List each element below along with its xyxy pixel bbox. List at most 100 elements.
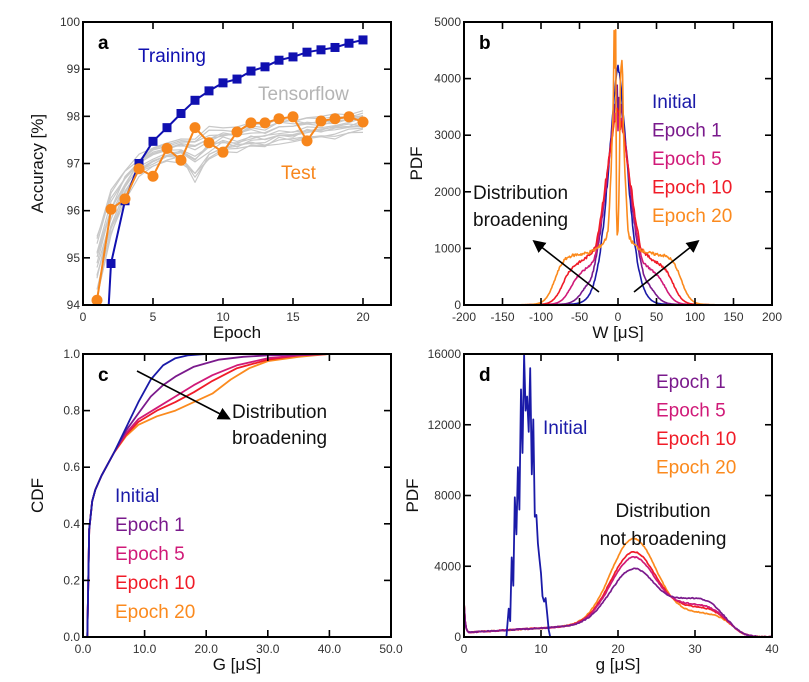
plot-area-b [464, 29, 772, 305]
legend-entry: Epoch 1 [656, 372, 726, 393]
x-tick-label: 30 [688, 642, 702, 656]
test-marker [329, 113, 341, 125]
training-marker [190, 95, 200, 105]
test-marker [259, 117, 271, 129]
training-marker [176, 109, 186, 119]
test-marker [147, 170, 159, 182]
x-axis-label: g [μS] [596, 655, 641, 674]
tensorflow-line [96, 128, 364, 298]
panel-a: 0 5 10 15 20 94 95 96 97 98 99 100 Epoch Accuracy [%]… [28, 15, 392, 342]
training-marker [162, 123, 172, 133]
training-marker [288, 52, 298, 62]
x-tick-label: 10.0 [133, 642, 157, 656]
y-tick-label: 4000 [434, 72, 461, 86]
y-tick-label: 8000 [434, 489, 461, 503]
test-marker [119, 193, 131, 205]
legend-entry: Epoch 1 [115, 515, 185, 536]
x-tick-label: -50 [571, 310, 589, 324]
arrow-left [532, 240, 600, 293]
y-tick-label: 94 [67, 298, 81, 312]
tensorflow-line [96, 117, 364, 264]
tensorflow-annotation: Tensorflow [258, 84, 349, 105]
training-marker [204, 86, 214, 96]
plot-frame [82, 21, 392, 306]
panel-c: 0.0 10.0 20.0 30.0 40.0 50.0 0.0 0.2 0.4 0.6 0.8 1.… [28, 347, 403, 674]
y-tick-label: 0.0 [63, 630, 80, 644]
x-tick-label: 5 [150, 310, 157, 324]
legend-entry: Epoch 5 [115, 544, 185, 565]
y-tick-label: 2000 [434, 185, 461, 199]
legend-entry: Epoch 1 [652, 121, 722, 142]
test-marker [315, 115, 327, 127]
y-tick-label: 97 [67, 157, 81, 171]
training-annotation: Training [138, 46, 206, 67]
test-marker [189, 122, 201, 134]
legend-entry: Epoch 10 [652, 178, 732, 199]
x-tick-label: 15 [286, 310, 300, 324]
legend-entry: Epoch 5 [652, 149, 722, 170]
pdf-line-initial [464, 353, 561, 638]
x-tick-label: 50 [650, 310, 664, 324]
y-tick-label: 16000 [428, 347, 462, 361]
training-marker [148, 136, 158, 146]
y-tick-label: 4000 [434, 559, 461, 573]
x-tick-label: 10 [216, 310, 230, 324]
y-axis-label: Accuracy [%] [28, 114, 47, 213]
plot-frame [82, 353, 392, 638]
test-marker [287, 111, 299, 123]
test-marker [175, 154, 187, 166]
y-axis-label: PDF [407, 147, 426, 181]
test-marker [203, 137, 215, 149]
x-tick-label: 100 [685, 310, 705, 324]
y-tick-label: 0.8 [63, 404, 80, 418]
training-marker [302, 47, 312, 57]
y-tick-label: 96 [67, 204, 81, 218]
y-tick-label: 0.6 [63, 460, 80, 474]
legend-entry: Epoch 5 [656, 401, 726, 422]
tensorflow-line [96, 112, 364, 244]
legend-entry: Epoch 20 [656, 458, 736, 479]
x-tick-label: 50.0 [379, 642, 403, 656]
y-tick-label: 5000 [434, 15, 461, 29]
annotation-text: broadening [232, 428, 327, 449]
y-axis-label: PDF [403, 479, 422, 513]
training-marker [246, 66, 256, 76]
x-tick-label: 200 [762, 310, 782, 324]
training-marker [232, 74, 242, 84]
y-tick-label: 95 [67, 251, 81, 265]
training-marker [218, 78, 228, 88]
arrow-right [633, 240, 700, 293]
test-marker [343, 111, 355, 123]
plot-frame [463, 21, 773, 306]
pdf-line-epoch-1 [464, 567, 772, 638]
y-tick-label: 0 [454, 630, 461, 644]
y-tick-label: 100 [60, 15, 80, 29]
y-tick-label: 0.2 [63, 573, 80, 587]
plot-area-d [464, 353, 772, 638]
legend-entry: Initial [115, 486, 159, 507]
tensorflow-line [96, 116, 364, 258]
annotation-text: broadening [473, 210, 568, 231]
legend-entry: Epoch 20 [652, 206, 732, 227]
tensorflow-line [96, 125, 364, 277]
training-marker [274, 55, 284, 65]
legend-entry: Epoch 20 [115, 602, 195, 623]
x-tick-label: 20 [611, 642, 625, 656]
arrow [136, 370, 231, 420]
y-tick-label: 1000 [434, 241, 461, 255]
test-marker [357, 116, 369, 128]
y-tick-label: 1.0 [63, 347, 80, 361]
training-marker [344, 38, 354, 48]
test-marker [133, 163, 145, 175]
x-axis-label: W [μS] [592, 323, 643, 342]
y-tick-label: 3000 [434, 128, 461, 142]
x-tick-label: 40.0 [318, 642, 342, 656]
test-marker [161, 142, 173, 154]
panel-d: 0 10 20 30 40 0 4000 8000 12000 16000 g [μS] PDF d Ep… [403, 347, 779, 674]
annotation-text: Distribution [473, 183, 568, 204]
test-marker [231, 126, 243, 138]
x-tick-label: 0 [461, 642, 468, 656]
training-marker [260, 62, 270, 72]
x-tick-label: -200 [452, 310, 476, 324]
